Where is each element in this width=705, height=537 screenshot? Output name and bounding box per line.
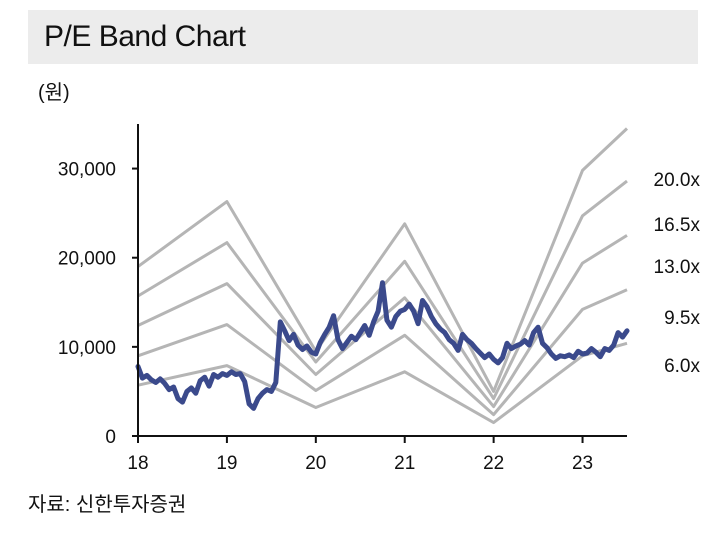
- title-bar: P/E Band Chart: [28, 10, 698, 64]
- x-tick-label: 20: [305, 453, 326, 474]
- band-line-16.5x: [137, 179, 628, 401]
- band-label: 9.5x: [664, 308, 700, 329]
- band-labels: 20.0x 16.5x 13.0x 9.5x 6.0x: [654, 170, 701, 377]
- axes: 0 10,000 20,000 30,000 18 19 20 21 22 23: [58, 124, 627, 474]
- price-series: [135, 280, 630, 411]
- chart-title: P/E Band Chart: [44, 20, 246, 53]
- band-label: 20.0x: [654, 170, 701, 191]
- y-tick-label: 10,000: [58, 338, 116, 359]
- x-tick-label: 18: [127, 453, 148, 474]
- source-note: 자료: 신한투자증권: [28, 494, 187, 516]
- band-label: 6.0x: [664, 356, 700, 377]
- band-line-13.0x: [137, 234, 628, 409]
- x-tick-label: 22: [483, 453, 504, 474]
- x-tick-label: 23: [572, 453, 593, 474]
- y-tick-label: 0: [105, 427, 116, 448]
- band-line-20.0x: [137, 127, 629, 393]
- band-line-9.5x: [137, 288, 628, 417]
- y-unit-label: (원): [38, 82, 70, 104]
- y-tick-label: 20,000: [58, 249, 116, 270]
- x-tick-label: 21: [394, 453, 415, 474]
- band-label: 16.5x: [654, 215, 701, 236]
- x-tick-label: 19: [216, 453, 237, 474]
- price-line: [135, 280, 630, 411]
- band-label: 13.0x: [654, 257, 701, 278]
- y-tick-label: 30,000: [58, 160, 116, 181]
